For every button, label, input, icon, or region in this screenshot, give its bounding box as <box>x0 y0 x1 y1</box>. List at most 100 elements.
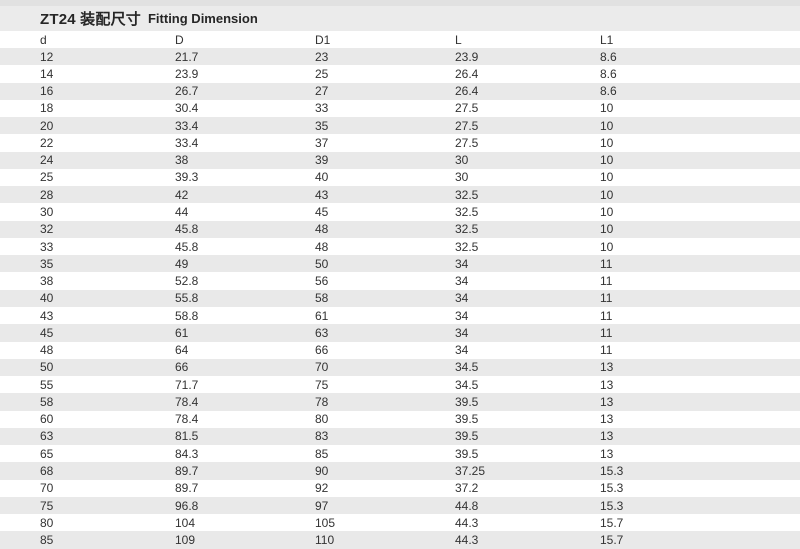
table-cell: 18 <box>40 102 54 115</box>
table-cell: 48 <box>40 344 54 357</box>
table-cell: 37.2 <box>455 482 479 495</box>
table-cell: 8.6 <box>600 85 617 98</box>
table-cell: 15.7 <box>600 534 624 547</box>
table-cell: 44.3 <box>455 534 479 547</box>
table-cell: 30 <box>40 206 54 219</box>
table-row: 28 42 43 32.5 10 <box>0 186 800 204</box>
table-cell: 34.5 <box>455 361 479 374</box>
table-row: 38 52.8 56 34 11 <box>0 272 800 289</box>
table-cell: 38 <box>40 275 54 288</box>
table-cell: 43 <box>315 188 329 201</box>
table-cell: 10 <box>600 171 614 184</box>
table-cell: 10 <box>600 136 614 149</box>
table-cell: 109 <box>175 534 196 547</box>
column-header-L1: L1 <box>600 33 614 46</box>
table-cell: 26.4 <box>455 67 479 80</box>
table-cell: 45.8 <box>175 223 199 236</box>
page-title-en: Fitting Dimension <box>147 11 258 26</box>
table-cell: 42 <box>175 188 189 201</box>
table-cell: 23.9 <box>175 67 199 80</box>
table-cell: 78.4 <box>175 395 199 408</box>
table-cell: 28 <box>40 188 54 201</box>
table-cell: 34.5 <box>455 378 479 391</box>
table-cell: 49 <box>175 257 189 270</box>
table-cell: 55.8 <box>175 292 199 305</box>
table-cell: 11 <box>600 257 613 270</box>
table-cell: 10 <box>600 223 614 236</box>
table-row: 16 26.7 27 26.4 8.6 <box>0 82 800 100</box>
table-cell: 34 <box>455 309 469 322</box>
table-cell: 15.3 <box>600 465 624 477</box>
table-cell: 34 <box>455 292 469 305</box>
table-cell: 10 <box>600 102 614 115</box>
table-cell: 80 <box>40 516 54 529</box>
table-row: 55 71.7 75 34.5 13 <box>0 376 800 393</box>
title-bar: ZT24 装配尺寸 Fitting Dimension <box>0 6 800 31</box>
table-cell: 105 <box>315 516 336 529</box>
table-row: 75 96.8 97 44.8 15.3 <box>0 496 800 515</box>
table-cell: 85 <box>315 447 329 460</box>
column-header-D1: D1 <box>315 33 331 46</box>
table-row: 24 38 39 30 10 <box>0 151 800 169</box>
column-header-L: L <box>455 33 462 46</box>
table-body: 12 21.7 23 23.9 8.6 14 23.9 25 26.4 8.6 16 26.7 27 26… <box>0 48 800 549</box>
table-cell: 78.4 <box>175 413 199 426</box>
table-cell: 30 <box>455 171 469 184</box>
table-cell: 33 <box>40 240 54 253</box>
table-cell: 20 <box>40 119 54 132</box>
table-cell: 66 <box>315 344 329 357</box>
table-cell: 14 <box>40 67 54 80</box>
table-cell: 66 <box>175 361 189 374</box>
table-cell: 96.8 <box>175 499 199 512</box>
table-row: 20 33.4 35 27.5 10 <box>0 117 800 135</box>
table-cell: 45 <box>40 326 54 339</box>
table-cell: 34 <box>455 275 469 288</box>
table-cell: 34 <box>455 344 469 357</box>
table-cell: 48 <box>315 240 329 253</box>
table-cell: 27.5 <box>455 102 479 115</box>
table-cell: 11 <box>600 292 613 305</box>
table-cell: 32.5 <box>455 240 479 253</box>
table-cell: 83 <box>315 430 329 443</box>
table-cell: 21.7 <box>175 50 199 63</box>
column-header-d: d <box>40 33 47 46</box>
table-row: 80 104 105 44.3 15.7 <box>0 514 800 531</box>
table-cell: 35 <box>315 119 329 132</box>
table-cell: 33.4 <box>175 136 199 149</box>
table-cell: 63 <box>40 430 54 443</box>
table-row: 45 61 63 34 11 <box>0 324 800 342</box>
table-cell: 37 <box>315 136 329 149</box>
table-cell: 39.5 <box>455 395 479 408</box>
table-cell: 63 <box>315 326 329 339</box>
table-cell: 45 <box>315 206 329 219</box>
table-cell: 15.7 <box>600 516 624 529</box>
table-cell: 80 <box>315 413 329 426</box>
table-cell: 34 <box>455 326 469 339</box>
table-cell: 104 <box>175 516 196 529</box>
table-cell: 32.5 <box>455 206 479 219</box>
table-cell: 12 <box>40 50 54 63</box>
table-cell: 15.3 <box>600 482 624 495</box>
fitting-dimension-table: d D D1 L L1 12 21.7 23 23.9 8.6 14 23.9 25 26.4 8… <box>0 31 800 549</box>
table-cell: 39.5 <box>455 447 479 460</box>
table-cell: 13 <box>600 378 614 391</box>
table-cell: 27 <box>315 85 329 98</box>
column-header-D: D <box>175 33 184 46</box>
table-cell: 44.8 <box>455 499 479 512</box>
table-cell: 70 <box>40 482 54 495</box>
table-row: 33 45.8 48 32.5 10 <box>0 238 800 255</box>
table-cell: 10 <box>600 188 614 201</box>
table-cell: 25 <box>40 171 54 184</box>
table-cell: 32 <box>40 223 54 236</box>
table-cell: 61 <box>315 309 329 322</box>
table-row: 18 30.4 33 27.5 10 <box>0 100 800 117</box>
table-row: 48 64 66 34 11 <box>0 342 800 359</box>
table-cell: 13 <box>600 361 614 374</box>
table-cell: 58 <box>40 395 54 408</box>
table-cell: 110 <box>315 534 335 547</box>
table-row: 32 45.8 48 32.5 10 <box>0 220 800 238</box>
table-cell: 50 <box>40 361 54 374</box>
table-cell: 81.5 <box>175 430 199 443</box>
table-cell: 13 <box>600 430 614 443</box>
